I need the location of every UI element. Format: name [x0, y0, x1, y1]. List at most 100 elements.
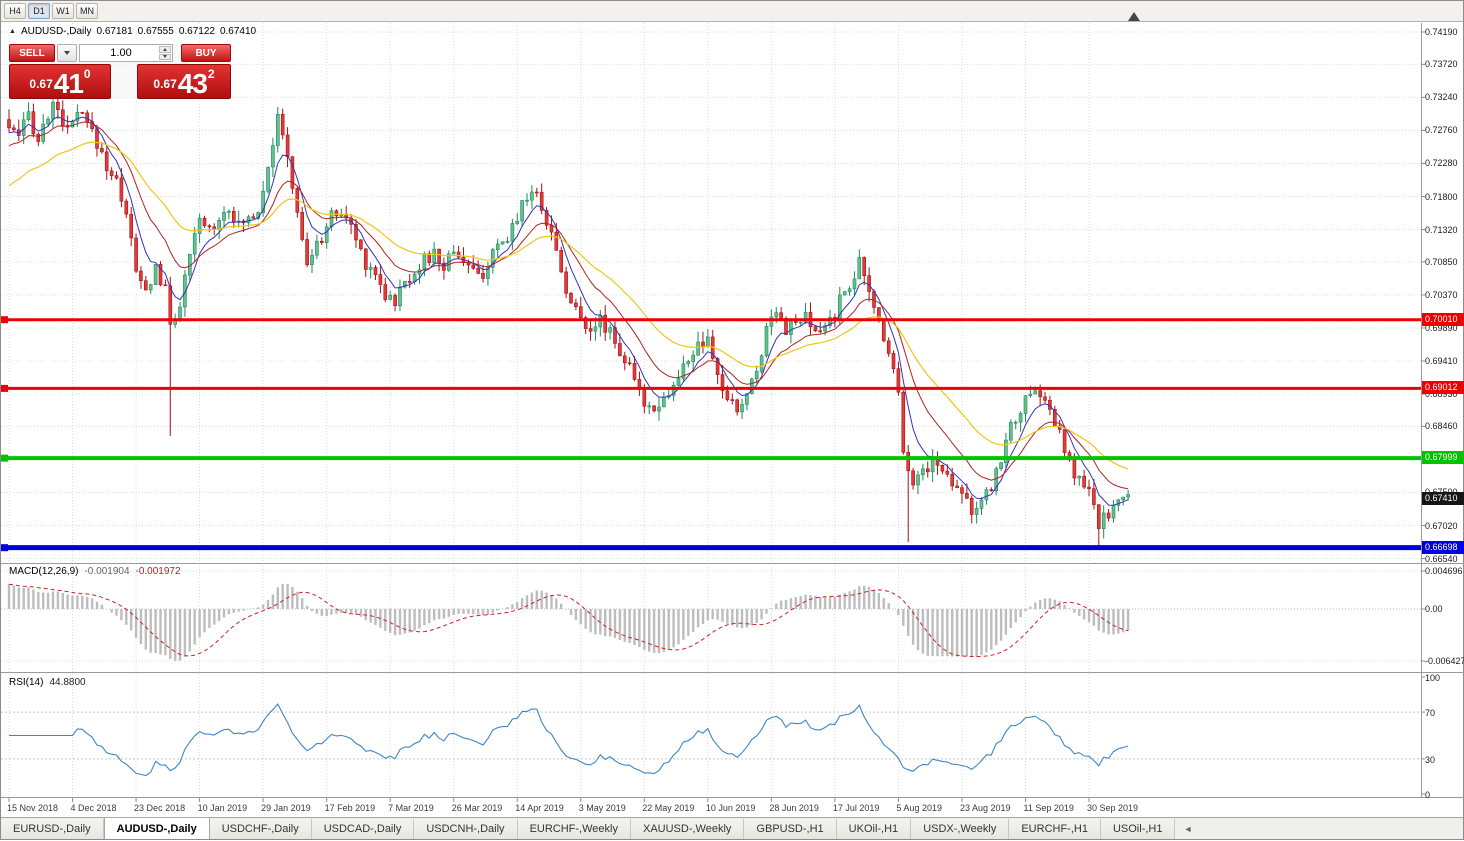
- candle-body: [779, 312, 783, 319]
- candle-body: [393, 295, 397, 306]
- candle-body: [31, 111, 36, 135]
- candle-body: [1077, 475, 1082, 479]
- chart-ohlc-header: ▲ AUDUSD-,Daily 0.67181 0.67555 0.67122 …: [9, 26, 256, 37]
- candle-body: [60, 109, 65, 126]
- candle-body: [207, 225, 212, 228]
- chart-tab-audusd-daily[interactable]: AUDUSD-,Daily: [103, 817, 210, 839]
- volume-increase-button[interactable]: [159, 46, 171, 53]
- candle-body: [1106, 512, 1111, 519]
- volume-decrease-button[interactable]: [159, 53, 171, 60]
- candle-body: [950, 473, 955, 487]
- chart-tab-ukoil-h1[interactable]: UKOil-,H1: [836, 819, 912, 839]
- candle-body: [476, 268, 481, 274]
- candle-body: [930, 458, 935, 473]
- candle-body: [896, 368, 901, 393]
- order-options-dropdown[interactable]: [57, 44, 77, 62]
- candle-body: [153, 263, 158, 285]
- candle-body: [80, 112, 85, 114]
- candle-body: [554, 231, 559, 251]
- candle-body: [769, 316, 774, 327]
- candle-body: [652, 405, 656, 412]
- chart-tab-usdx-weekly[interactable]: USDX-,Weekly: [911, 819, 1010, 839]
- candle-body: [754, 371, 759, 380]
- candle-body: [867, 275, 871, 292]
- candle-body: [70, 120, 75, 128]
- candle-body: [510, 223, 515, 242]
- trade-price-row: 0.67 41 0 0.67 43 2: [9, 64, 231, 99]
- candle-body: [1092, 488, 1096, 505]
- chart-tab-usdcad-daily[interactable]: USDCAD-,Daily: [311, 819, 415, 839]
- chart-canvas[interactable]: [1, 1, 1464, 821]
- candle-body: [85, 112, 89, 123]
- candle-body: [197, 217, 202, 234]
- candle-body: [798, 321, 803, 324]
- candle-body: [544, 210, 549, 226]
- candle-body: [925, 468, 930, 473]
- candle-body: [823, 325, 827, 332]
- sell-button[interactable]: SELL: [9, 44, 55, 62]
- candle-body: [280, 114, 285, 136]
- candle-body: [129, 213, 133, 239]
- candle-body: [56, 102, 60, 111]
- chart-tab-usdchf-daily[interactable]: USDCHF-,Daily: [209, 819, 312, 839]
- candle-body: [388, 295, 393, 300]
- volume-input[interactable]: [80, 44, 172, 62]
- rsi-indicator-header: RSI(14) 44.8800: [9, 677, 86, 688]
- candle-body: [696, 341, 700, 356]
- candle-body: [46, 118, 50, 125]
- candle-body: [647, 405, 652, 408]
- buy-price-prefix: 0.67: [153, 77, 177, 91]
- candle-body: [407, 281, 412, 283]
- caret-up-icon: [163, 47, 167, 51]
- candle-body: [95, 128, 99, 149]
- buy-price-sup: 2: [207, 67, 215, 81]
- chart-shift-marker[interactable]: [1128, 12, 1140, 21]
- candle-body: [1082, 475, 1086, 488]
- timeframe-button-D1[interactable]: D1: [28, 3, 50, 19]
- candle-body: [671, 384, 676, 396]
- candle-body: [530, 191, 534, 201]
- timeframe-button-MN[interactable]: MN: [76, 3, 98, 19]
- candle-body: [940, 464, 945, 472]
- candle-body: [178, 306, 182, 319]
- candle-body: [486, 267, 490, 279]
- sell-price-big: 41: [53, 67, 84, 99]
- sell-price-button[interactable]: 0.67 41 0: [9, 64, 111, 99]
- macd-title: MACD(12,26,9): [9, 566, 79, 577]
- timeframe-button-H4[interactable]: H4: [4, 3, 26, 19]
- ohlc-open: 0.67181: [96, 26, 133, 37]
- tab-scroll-left-icon[interactable]: ◄: [1183, 823, 1193, 834]
- candle-body: [144, 280, 148, 291]
- candle-body: [227, 211, 231, 213]
- buy-button[interactable]: BUY: [181, 44, 231, 62]
- candle-body: [965, 493, 969, 499]
- chart-tab-gbpusd-h1[interactable]: GBPUSD-,H1: [744, 819, 837, 839]
- chart-tab-xauusd-weekly[interactable]: XAUUSD-,Weekly: [630, 819, 745, 839]
- candle-body: [222, 212, 226, 221]
- candle-body: [745, 393, 749, 405]
- chart-tab-eurchf-weekly[interactable]: EURCHF-,Weekly: [517, 819, 631, 839]
- rsi-title: RSI(14): [9, 677, 44, 688]
- candle-body: [427, 253, 432, 264]
- candle-body: [720, 374, 725, 392]
- candle-body: [686, 361, 691, 365]
- candle-body: [945, 470, 950, 475]
- candle-body: [1072, 459, 1077, 479]
- chart-tab-eurusd-daily[interactable]: EURUSD-,Daily: [1, 819, 104, 839]
- candle-body: [1043, 396, 1047, 401]
- candle-body: [456, 251, 461, 258]
- ohlc-low: 0.67122: [178, 26, 215, 37]
- candle-body: [359, 239, 363, 250]
- candle-body: [828, 317, 832, 326]
- chart-tab-usdcnh-daily[interactable]: USDCNH-,Daily: [414, 819, 518, 839]
- hline-edge-marker: [1, 544, 8, 552]
- buy-price-big: 43: [177, 67, 208, 99]
- candle-body: [490, 249, 495, 268]
- ohlc-high: 0.67555: [137, 26, 174, 37]
- chart-tab-eurchf-h1[interactable]: EURCHF-,H1: [1009, 819, 1101, 839]
- buy-price-button[interactable]: 0.67 43 2: [137, 64, 231, 99]
- candle-body: [1097, 504, 1101, 529]
- candle-body: [564, 271, 568, 294]
- chart-tab-usoil-h1[interactable]: USOil-,H1: [1100, 819, 1176, 839]
- timeframe-button-W1[interactable]: W1: [52, 3, 74, 19]
